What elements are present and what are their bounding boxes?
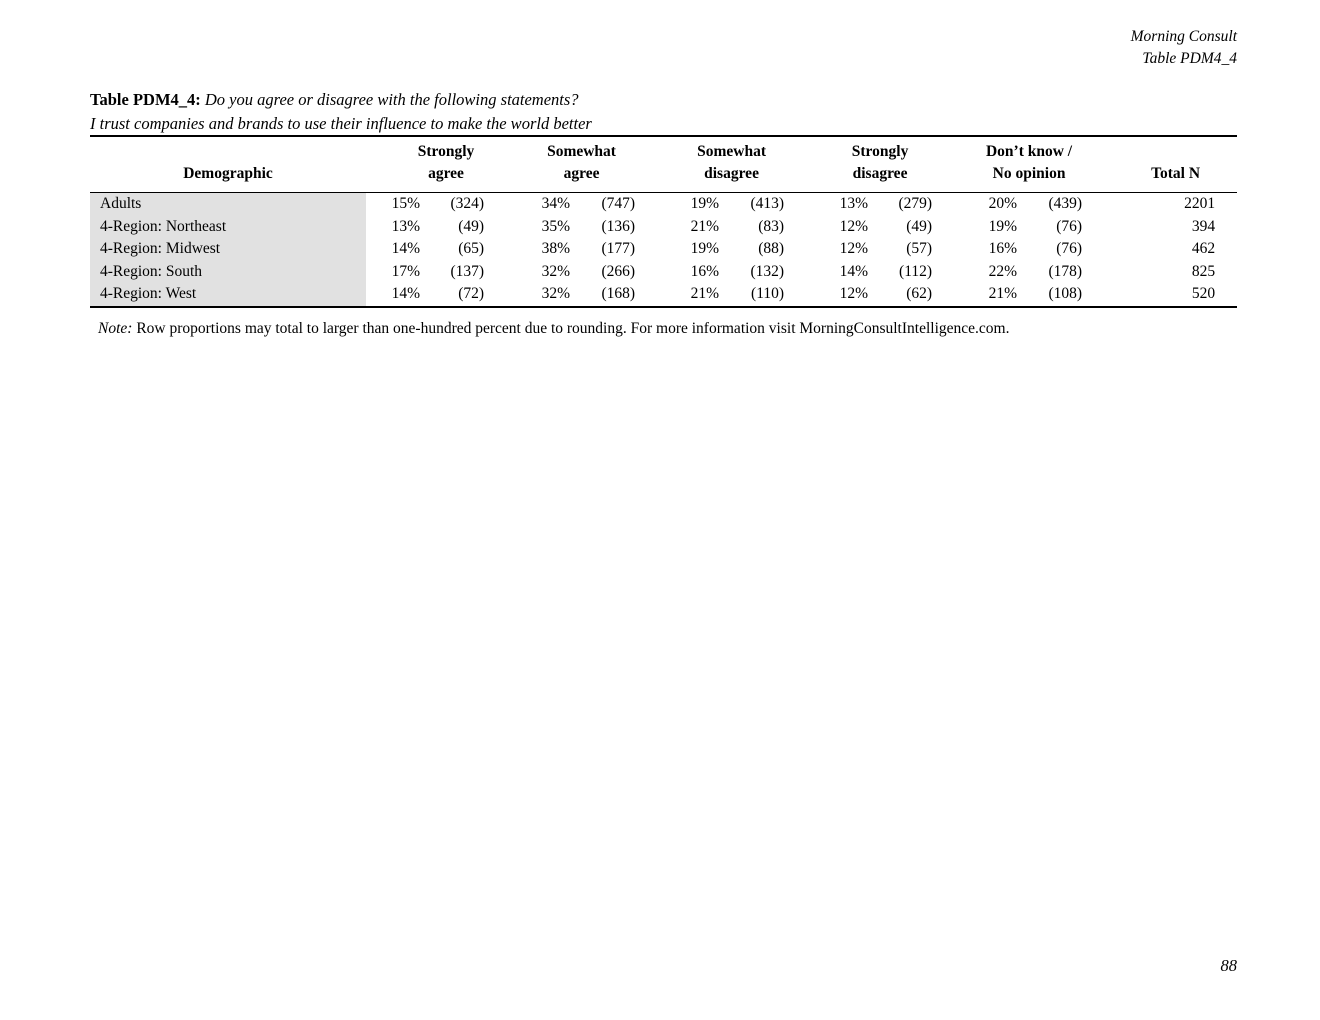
cell-demographic: 4-Region: Northeast (90, 215, 366, 238)
cell-demographic: Adults (90, 192, 366, 216)
table-row: 4-Region: Northeast 13% (49) 35% (136) 2… (90, 215, 1237, 238)
cell-n: (62) (906, 285, 933, 302)
cell-pct: 19% (988, 217, 1018, 235)
cell-n: (72) (458, 285, 485, 302)
crosstab-table: Demographic Strongly agree Somewhat agre… (90, 135, 1238, 308)
doc-header-org: Morning Consult (1130, 28, 1237, 45)
cell-pct: 13% (391, 217, 420, 235)
cell-pct: 17% (391, 262, 420, 280)
cell-n: (136) (601, 217, 636, 235)
cell-pct: 22% (988, 262, 1018, 280)
col-header-total-n: Total N (1084, 136, 1238, 193)
cell-n: (266) (601, 262, 636, 280)
cell-n: (177) (601, 240, 636, 257)
cell-n: (49) (906, 217, 933, 235)
cell-total-n: 520 (1191, 285, 1216, 302)
doc-header: Morning Consult Table PDM4_4 (1131, 26, 1237, 69)
cell-n: (65) (458, 240, 485, 257)
cell-pct: 21% (988, 285, 1018, 302)
cell-n: (178) (1048, 262, 1083, 280)
cell-pct: 34% (541, 195, 571, 212)
cell-n: (83) (758, 217, 785, 235)
cell-n: (747) (601, 195, 636, 212)
title-line1: Table PDM4_4: Do you agree or disagree w… (90, 88, 1237, 112)
cell-n: (279) (898, 195, 933, 212)
title-statement: I trust companies and brands to use thei… (90, 114, 592, 133)
cell-pct: 19% (690, 195, 720, 212)
cell-n: (110) (751, 285, 785, 302)
cell-total-n: 462 (1191, 240, 1216, 257)
cell-pct: 14% (391, 285, 420, 302)
cell-demographic: 4-Region: Midwest (90, 238, 366, 261)
title-question: Do you agree or disagree with the follow… (204, 90, 579, 109)
cell-n: (108) (1048, 285, 1083, 302)
cell-n: (413) (750, 195, 785, 212)
cell-pct: 14% (839, 262, 869, 280)
table-title: Table PDM4_4: Do you agree or disagree w… (90, 88, 1237, 136)
cell-pct: 32% (541, 285, 571, 302)
cell-n: (76) (1056, 240, 1083, 257)
cell-pct: 21% (690, 285, 720, 302)
cell-pct: 14% (391, 240, 420, 257)
cell-total-n: 394 (1191, 217, 1216, 235)
col-header-somewhat-disagree: Somewhat disagree (637, 136, 787, 193)
cell-n: (88) (758, 240, 785, 257)
page-number: 88 (1220, 956, 1238, 975)
cell-total-n: 825 (1191, 262, 1216, 280)
cell-n: (324) (450, 195, 485, 212)
table-row: 4-Region: South 17% (137) 32% (266) 16% … (90, 260, 1237, 283)
cell-pct: 12% (839, 285, 869, 302)
cell-n: (439) (1048, 195, 1083, 212)
cell-n: (168) (601, 285, 636, 302)
cell-pct: 32% (541, 262, 571, 280)
cell-pct: 19% (690, 240, 720, 257)
cell-pct: 21% (690, 217, 720, 235)
col-header-strongly-disagree: Strongly disagree (786, 136, 935, 193)
cell-pct: 35% (541, 217, 571, 235)
table-note: Note: Row proportions may total to large… (98, 318, 1238, 340)
cell-pct: 13% (839, 195, 869, 212)
col-header-demographic: Demographic (90, 136, 366, 193)
table-row: 4-Region: West 14% (72) 32% (168) 21% (1… (90, 283, 1237, 307)
cell-pct: 16% (988, 240, 1018, 257)
cell-pct: 38% (541, 240, 571, 257)
col-header-dont-know: Don’t know / No opinion (934, 136, 1085, 193)
table-row: Adults 15% (324) 34% (747) 19% (413) 13%… (90, 192, 1237, 216)
cell-pct: 12% (839, 217, 869, 235)
cell-demographic: 4-Region: West (90, 283, 366, 307)
cell-n: (112) (899, 262, 933, 280)
col-header-somewhat-agree: Somewhat agree (486, 136, 638, 193)
cell-pct: 16% (690, 262, 720, 280)
cell-n: (76) (1056, 217, 1083, 235)
cell-demographic: 4-Region: South (90, 260, 366, 283)
cell-total-n: 2201 (1184, 195, 1216, 212)
note-text: Row proportions may total to larger than… (136, 320, 1010, 337)
cell-pct: 15% (391, 195, 420, 212)
cell-n: (57) (906, 240, 933, 257)
cell-pct: 12% (839, 240, 869, 257)
cell-n: (49) (458, 217, 485, 235)
cell-n: (132) (750, 262, 785, 280)
cell-n: (137) (450, 262, 485, 280)
doc-header-table-ref: Table PDM4_4 (1142, 49, 1237, 67)
note-label: Note: (98, 320, 133, 337)
table-header-row: Demographic Strongly agree Somewhat agre… (90, 136, 1238, 193)
table-row: 4-Region: Midwest 14% (65) 38% (177) 19%… (90, 238, 1237, 261)
cell-pct: 20% (988, 195, 1018, 212)
title-label: Table PDM4_4: (90, 90, 201, 109)
col-header-strongly-agree: Strongly agree (366, 136, 487, 193)
